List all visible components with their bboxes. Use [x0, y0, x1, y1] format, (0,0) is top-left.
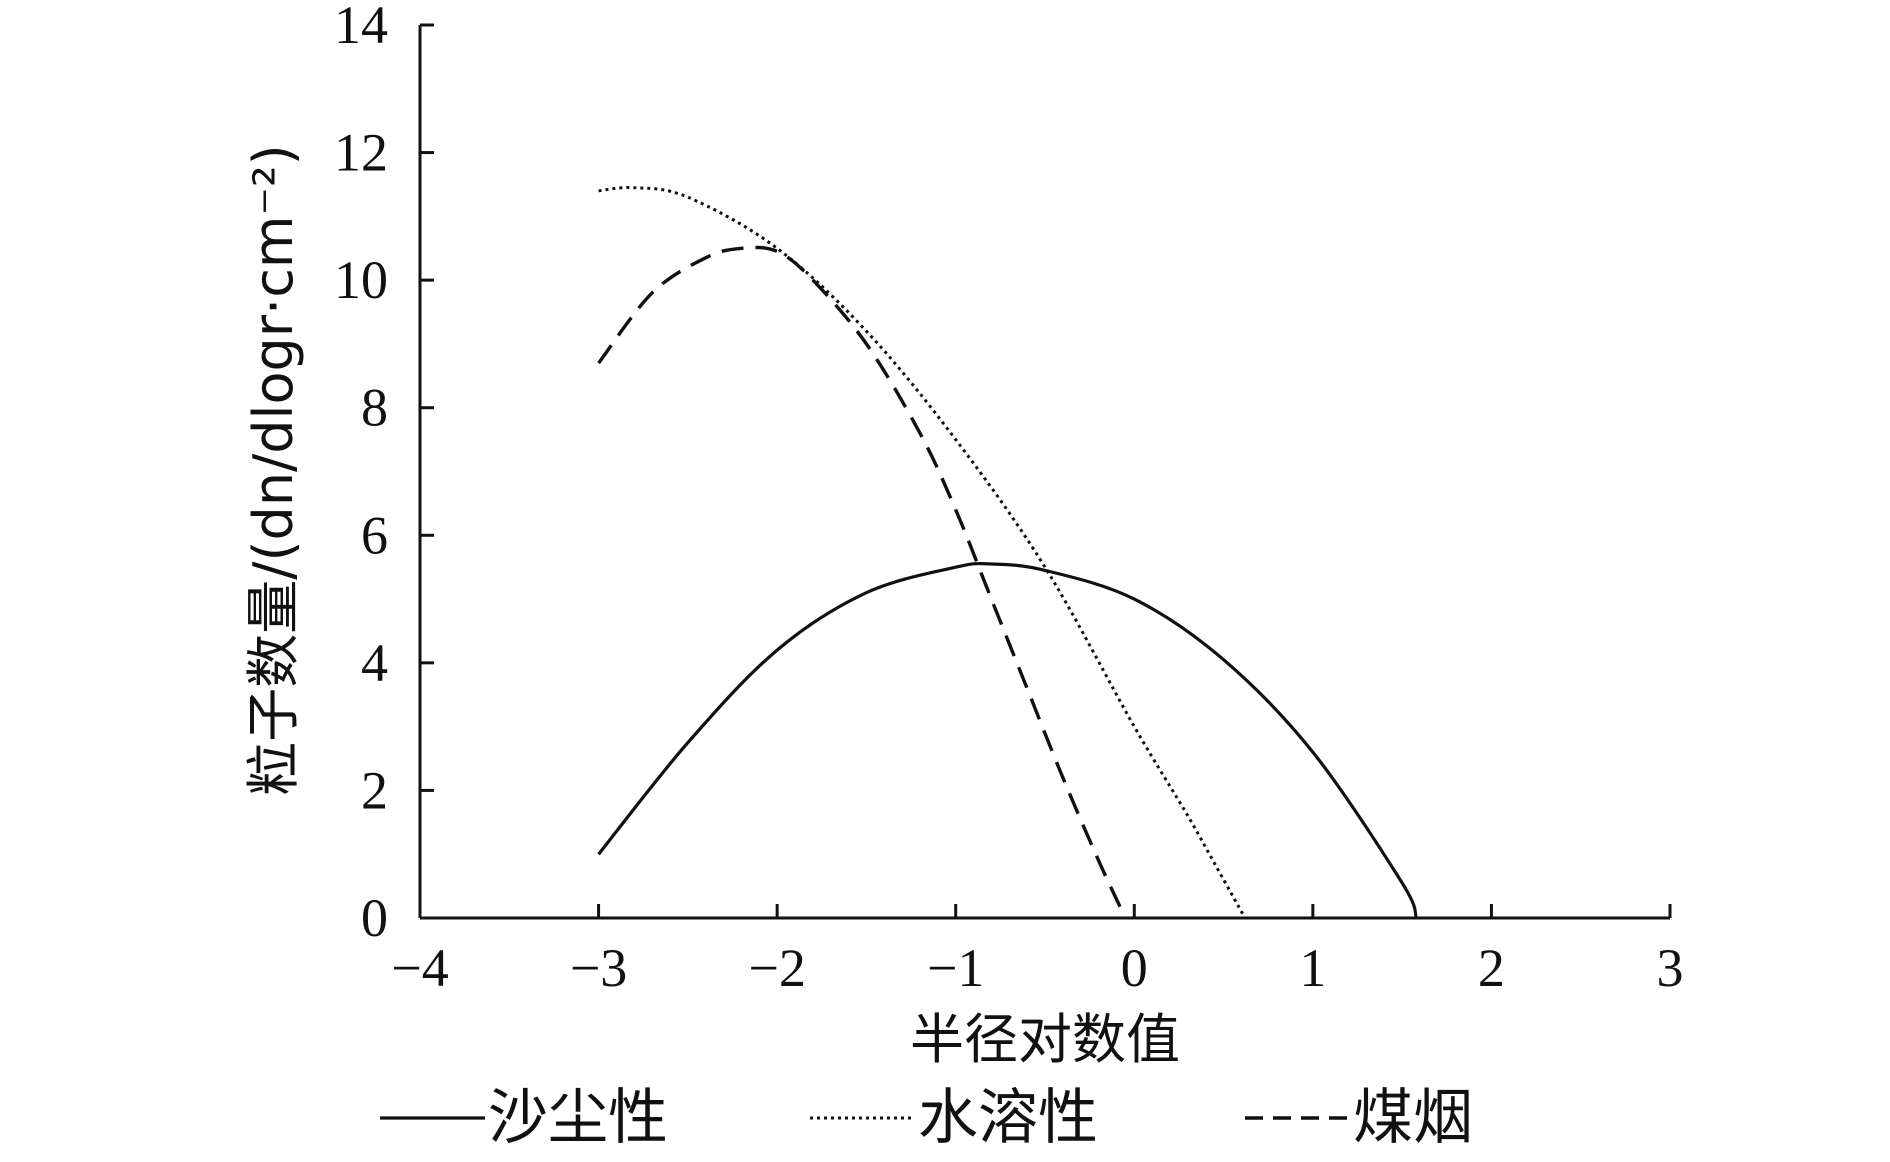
legend-label: 水溶性: [918, 1083, 1098, 1153]
y-tick-label: 12: [334, 123, 388, 183]
x-axis-title: 半径对数值: [910, 1008, 1180, 1071]
series-line-dotted: [598, 185, 1247, 919]
series-layer: [597, 185, 1418, 919]
y-tick-label: 8: [361, 378, 388, 438]
x-tick-label: 3: [1657, 938, 1684, 998]
x-tick-label: 0: [1121, 938, 1148, 998]
x-tick-label: −1: [927, 938, 984, 998]
y-tick-label: 6: [361, 505, 388, 565]
y-axis-title: 粒子数量/(dn/dlogr·cm⁻²): [242, 144, 305, 795]
legend-item: 水溶性: [810, 1083, 1098, 1153]
series-line-solid: [597, 561, 1418, 919]
y-tick-label: 0: [361, 888, 388, 948]
legend-label: 沙尘性: [488, 1083, 668, 1153]
x-tick-label: 1: [1299, 938, 1326, 998]
x-ticks: −4 −3 −2 −1 0 1 2 3: [391, 904, 1684, 998]
x-tick-label: 2: [1478, 938, 1505, 998]
y-tick-label: 2: [361, 760, 388, 820]
series-line-dashed: [597, 245, 1127, 919]
y-tick-label: 14: [334, 0, 388, 55]
x-tick-label: −2: [748, 938, 805, 998]
y-ticks: 0 2 4 6 8 10 12 14: [334, 0, 434, 948]
y-tick-label: 10: [334, 250, 388, 310]
legend-item: 沙尘性: [380, 1083, 668, 1153]
y-tick-label: 4: [361, 633, 388, 693]
x-tick-label: −4: [391, 938, 448, 998]
legend-item: 煤烟: [1245, 1083, 1473, 1153]
x-tick-label: −3: [570, 938, 627, 998]
legend-label: 煤烟: [1353, 1083, 1473, 1153]
legend: 沙尘性 水溶性 煤烟: [380, 1083, 1473, 1153]
